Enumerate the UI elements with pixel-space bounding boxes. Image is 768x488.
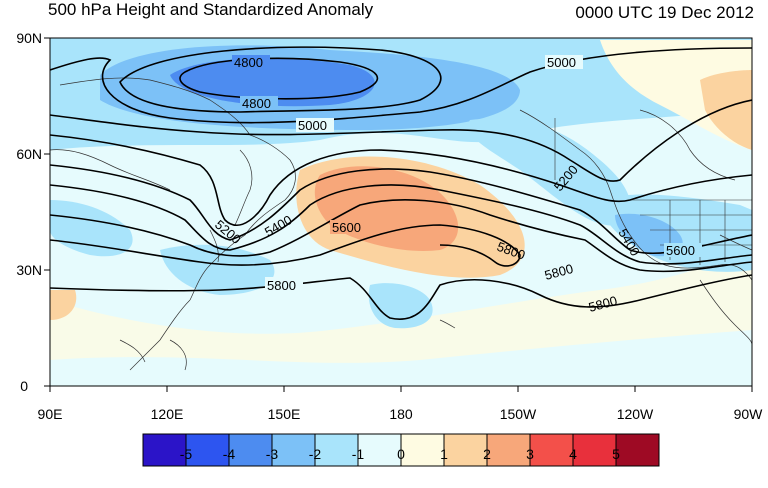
colorbar-label: -1 [352,446,365,462]
contour-label: 5600 [666,243,695,258]
colorbar-label: -2 [309,446,322,462]
lon-label: 180 [389,406,413,422]
colorbar-swatch [400,433,445,467]
colorbar-swatch [228,433,273,467]
colorbar-label: 2 [483,446,491,462]
map-title: 500 hPa Height and Standardized Anomaly [48,0,374,19]
colorbar-swatch [142,433,187,467]
contour-label: 5800 [543,261,575,283]
lon-label: 150W [500,406,537,422]
colorbar-label: 4 [569,446,577,462]
colorbar-swatch [443,433,488,467]
lon-label: 120E [151,406,184,422]
colorbar-swatch [357,433,402,467]
contour-label: 5800 [267,278,296,293]
lat-label: 0 [20,378,28,394]
colorbar-swatch [572,433,617,467]
lat-label: 30N [16,262,42,278]
coastlines [50,77,752,371]
anomaly-shading [50,38,752,386]
colorbar [142,433,660,467]
contour-label: 4800 [242,96,271,111]
colorbar-swatch [486,433,531,467]
contour-label: 5600 [332,220,361,235]
colorbar-label: 5 [612,446,620,462]
colorbar-swatch [529,433,574,467]
colorbar-swatch [271,433,316,467]
colorbar-label: -3 [266,446,279,462]
axis-ticks [44,37,753,392]
lon-label: 120W [617,406,654,422]
lon-label: 90E [38,406,63,422]
contour-label: 5800 [587,293,619,315]
colorbar-label: 1 [440,446,448,462]
valid-time: 0000 UTC 19 Dec 2012 [575,3,754,22]
colorbar-label: -4 [223,446,236,462]
colorbar-swatch [314,433,359,467]
height-contours [50,46,752,321]
contour-label: 5000 [547,55,576,70]
colorbar-labels: -5 -4 -3 -2 -1 0 1 2 3 4 5 [180,446,620,462]
lon-label: 150E [268,406,301,422]
colorbar-swatch [185,433,230,467]
lon-label: 90W [734,406,764,422]
lat-label: 90N [16,30,42,46]
colorbar-label: 0 [397,446,405,462]
contour-label: 5000 [298,118,327,133]
lat-label: 60N [16,146,42,162]
colorbar-label: 3 [526,446,534,462]
colorbar-swatch [615,433,660,467]
colorbar-label: -5 [180,446,193,462]
contour-label: 4800 [234,55,263,70]
